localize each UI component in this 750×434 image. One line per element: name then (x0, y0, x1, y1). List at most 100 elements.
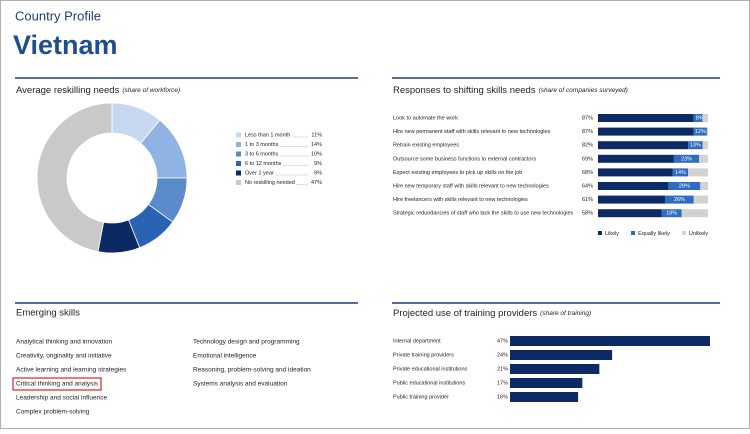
legend-label: No reskilling needed (245, 180, 295, 186)
bar-segment (668, 182, 701, 190)
title-text: Responses to shifting skills needs (393, 85, 536, 96)
bar-segment (598, 154, 674, 163)
row-label: Hire new permanent staff with skills rel… (393, 129, 551, 135)
bar-label: 8% (696, 115, 704, 121)
legend-value: 11% (311, 132, 322, 138)
legend-swatch (236, 180, 241, 185)
bar-segment (699, 154, 708, 163)
legend-swatch (631, 231, 636, 235)
section-title: Responses to shifting skills needs (share… (393, 85, 628, 96)
kicker: Country Profile (15, 8, 101, 23)
skill: Reasoning, problem-solving and ideation (193, 367, 311, 374)
legend-label: 3 to 6 months (245, 151, 279, 157)
country: Vietnam (13, 30, 118, 60)
legend-swatch (236, 142, 241, 147)
row-value: 82% (582, 143, 593, 149)
bar-segment (688, 168, 708, 177)
legend-value: 47% (311, 180, 322, 186)
legend-swatch (598, 231, 602, 235)
skill: Leadership and social influence (16, 395, 107, 402)
bar-segment (598, 195, 666, 204)
legend-label: 6 to 12 months (245, 161, 282, 167)
legend-value: 9% (314, 170, 322, 176)
bar-segment (673, 154, 700, 163)
legend-label: Unlikely (689, 231, 709, 237)
bar (510, 392, 579, 402)
legend-value: 9% (314, 161, 322, 167)
row-label: Public educational institutions (393, 380, 465, 386)
row-label: Outsource some business functions to ext… (393, 156, 536, 162)
bar-segment (702, 114, 708, 122)
row-value: 69% (582, 156, 593, 162)
section-title: Projected use of training providers (shar… (393, 308, 591, 319)
bar-label: 13% (690, 143, 701, 149)
row-value: 24% (497, 352, 508, 358)
bar-segment (672, 168, 689, 177)
bar-label: 23% (681, 156, 692, 162)
bar-segment (598, 168, 673, 177)
row-value: 68% (582, 170, 593, 176)
row-value: 17% (497, 380, 508, 386)
bar-segment (688, 141, 703, 150)
bar-segment (598, 127, 694, 136)
bar-segment (681, 209, 708, 218)
bar-label: 18% (666, 211, 677, 217)
legend-swatch (236, 132, 241, 138)
bar-segment (706, 127, 708, 136)
row-label: Retrain existing employees (393, 143, 459, 149)
row-label: Hire new temporary staff with skills rel… (393, 183, 549, 189)
row-label: Strategic redundancies of staff who lack… (393, 211, 574, 217)
row-label: Public training provider (393, 394, 449, 400)
bar-segment (693, 195, 708, 204)
legend-value: 10% (311, 151, 322, 157)
row-value: 16% (497, 394, 508, 400)
bar-segment (661, 209, 682, 218)
row-value: 87% (582, 115, 593, 121)
bar (510, 364, 600, 374)
legend-label: Less than 1 month (245, 132, 290, 138)
legend-value: 14% (311, 142, 322, 148)
row-label: Private educational institutions (393, 366, 468, 372)
skill: Critical thinking and analysis (16, 381, 99, 388)
bar-segment (700, 182, 708, 190)
skill: Technology design and programming (193, 339, 300, 346)
bar (510, 336, 710, 346)
legend-swatch (236, 151, 241, 157)
row-value: 64% (582, 183, 593, 189)
legend-label: Over 1 year (245, 170, 274, 176)
subtitle: (share of workforce) (122, 87, 180, 94)
row-value: 61% (582, 197, 593, 203)
legend-swatch (236, 170, 241, 176)
row-value: 58% (582, 211, 593, 217)
row-label: Internal department (393, 338, 441, 344)
bar-segment (665, 195, 694, 204)
bar-label: 14% (675, 170, 686, 176)
donut-segment (36, 102, 113, 253)
legend-swatch (681, 231, 686, 235)
legend-label: 1 to 3 months (245, 142, 279, 148)
bar-segment (702, 141, 708, 150)
bar-segment (598, 182, 669, 190)
legend-swatch (236, 161, 241, 166)
skill: Creativity, originality and initiative (16, 353, 112, 360)
bar-label: 26% (674, 197, 685, 203)
title-text: Projected use of training providers (393, 308, 537, 319)
row-label: Look to automate the work (393, 115, 458, 121)
bar-label: 12% (695, 129, 706, 135)
legend-label: Likely (605, 231, 619, 237)
skill: Emotional intelligence (193, 353, 257, 360)
bar-segment (598, 141, 689, 150)
row-value: 47% (497, 338, 508, 344)
skill: Complex problem-solving (16, 409, 90, 416)
row-label: Hire freelancers with skills relevant to… (393, 197, 528, 203)
subtitle: (share of companies surveyed) (539, 87, 628, 94)
bar (510, 350, 613, 360)
bar-segment (598, 114, 694, 122)
legend-label: Equally likely (638, 231, 670, 237)
bar-segment (598, 209, 662, 218)
skill: Analytical thinking and innovation (16, 339, 113, 346)
bar-segment (693, 127, 707, 136)
row-label: Expect existing employees to pick up ski… (393, 170, 522, 176)
